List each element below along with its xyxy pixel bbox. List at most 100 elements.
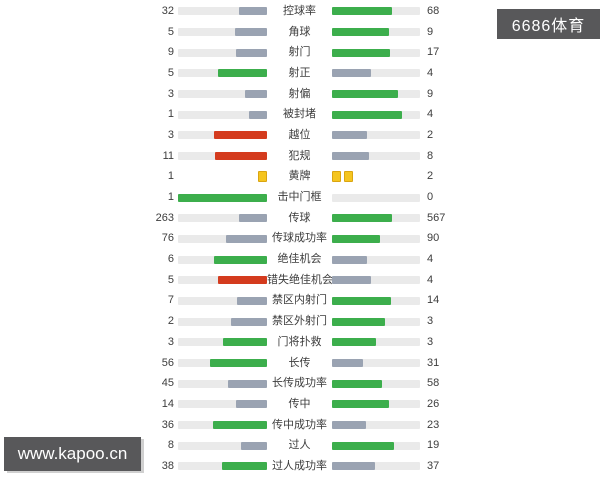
stat-label: 传球成功率 [272,232,327,245]
stat-row: 2 禁区外射门 3 [0,311,600,332]
home-value: 36 [161,418,174,431]
away-value: 9 [427,87,434,100]
home-value: 2 [167,315,174,328]
home-value: 32 [161,4,174,17]
away-bar [332,317,385,326]
home-bar-track [178,441,267,450]
home-bar [178,193,267,202]
away-value: 4 [427,66,434,79]
away-bar-track [332,48,420,57]
away-value: 26 [427,397,440,410]
away-bar-track [332,462,420,471]
away-bar-track [332,421,420,430]
away-bar [332,421,367,430]
home-value: 3 [167,335,174,348]
away-value: 3 [427,335,434,348]
stat-row: 3 越位 2 [0,125,600,146]
yellow-card-icon [344,171,353,183]
away-bar-track [332,379,420,388]
stat-label: 长传成功率 [272,377,327,390]
stat-row: 1 被封堵 4 [0,104,600,125]
home-value: 5 [167,25,174,38]
stat-label: 被封堵 [283,108,316,121]
home-bar [213,255,267,264]
stat-label: 门将扑救 [277,335,322,348]
home-value: 45 [161,377,174,390]
stat-row: 76 传球成功率 90 [0,229,600,250]
home-bar [222,338,267,347]
home-value: 38 [161,459,174,472]
stat-row: 11 犯规 8 [0,146,600,167]
stat-row: 1 击中门框 0 [0,187,600,208]
away-bar [332,359,364,368]
away-bar [332,152,370,161]
home-bar [236,48,267,57]
stat-row: 263 传球 567 [0,208,600,229]
home-value: 11 [162,149,174,162]
stat-row: 38 过人成功率 37 [0,456,600,477]
stat-label: 禁区外射门 [272,315,327,328]
away-bar [332,7,392,16]
away-bar-track [332,296,420,305]
home-value: 3 [167,128,174,141]
home-value: 263 [155,211,174,224]
home-value: 8 [167,439,174,452]
site-watermark-badge: 6686体育 [497,9,600,39]
home-value: 3 [167,87,174,100]
home-value: 5 [167,66,174,79]
home-bar [235,28,267,37]
home-bar-track [178,48,267,57]
home-value: 1 [167,191,174,204]
stat-row: 56 长传 31 [0,353,600,374]
home-value: 9 [167,46,174,59]
stat-row: 32 控球率 68 [0,1,600,22]
stat-label: 犯规 [288,149,311,162]
home-bar [244,90,267,99]
away-value: 58 [427,377,440,390]
home-bar [212,421,267,430]
stat-label: 传中 [288,397,311,410]
home-bar-track [178,28,267,37]
home-bar [209,359,267,368]
away-bar [332,110,403,119]
stat-row: 14 传中 26 [0,394,600,415]
home-bar-track [178,379,267,388]
home-bar-track [178,214,267,223]
home-value: 1 [167,108,174,121]
home-bar-track [178,131,267,140]
yellow-card-icon [332,171,341,183]
away-bar [332,441,394,450]
stat-label: 射正 [288,66,311,79]
home-bar-track [178,338,267,347]
home-bar [217,276,267,285]
home-bar [231,317,267,326]
away-bar-track [332,441,420,450]
away-value: 19 [427,439,440,452]
stat-label: 长传 [288,356,311,369]
home-bar-track [178,400,267,409]
stat-row: 9 射门 17 [0,42,600,63]
home-bar [238,7,267,16]
home-bar [217,69,267,78]
away-value: 4 [427,108,434,121]
stat-row: 45 长传成功率 58 [0,373,600,394]
home-bar-track [178,255,267,264]
away-bar-track [332,90,420,99]
stat-row: 5 角球 9 [0,22,600,43]
stat-label: 角球 [288,25,311,38]
stat-label: 射门 [288,46,311,59]
stat-row: 1 黄牌 2 [0,167,600,188]
away-bar [332,214,393,223]
away-value: 0 [427,191,434,204]
home-bar [213,131,267,140]
away-bar-track [332,234,420,243]
home-bar-track [178,7,267,16]
away-bar-track [332,28,420,37]
home-bar-track [178,317,267,326]
away-bar [332,28,389,37]
away-bar-track [332,400,420,409]
away-bar [332,234,380,243]
home-value: 56 [161,356,174,369]
stat-label: 越位 [288,128,311,141]
